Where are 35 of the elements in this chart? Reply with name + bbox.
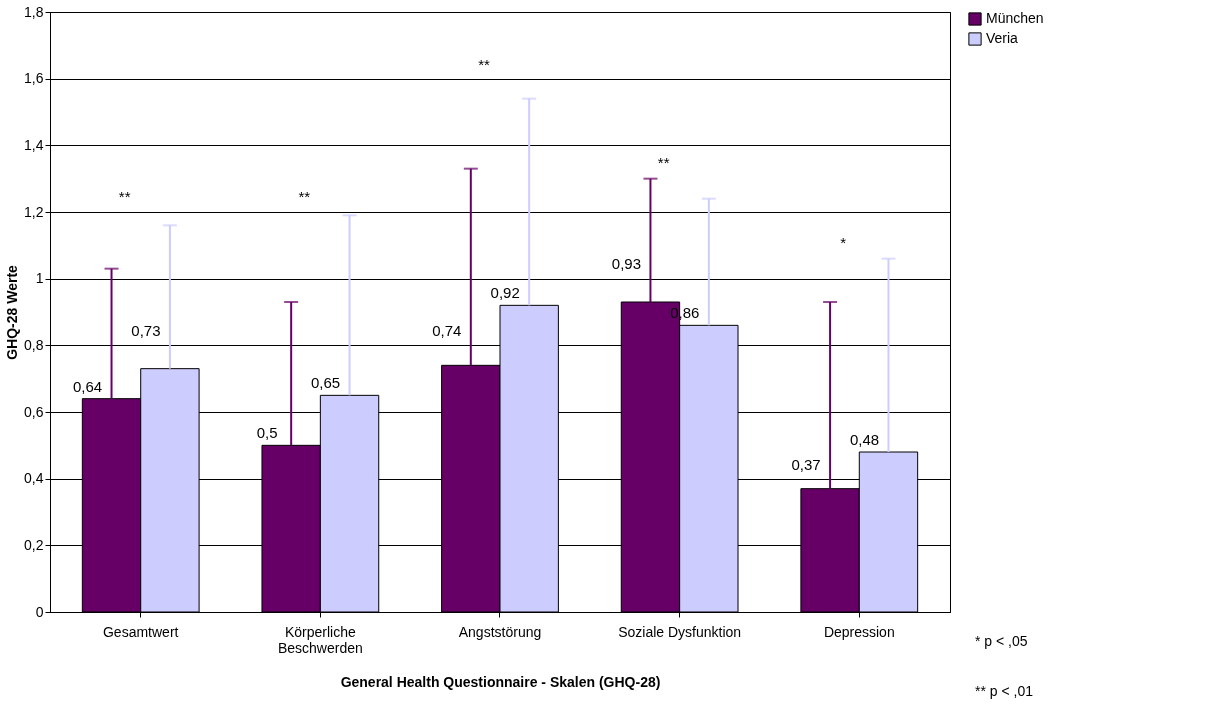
data-label: 0,48 [849,431,880,448]
y-tick-label: 1,4 [24,136,44,153]
x-tick-label: Angststörung [458,623,542,640]
annotation: ** [298,188,311,206]
data-label: 0,64 [72,377,103,395]
y-tick-label: 0,6 [24,403,44,420]
y-axis-title: GHQ-28 Werte [4,264,21,360]
data-label: 0,65 [310,374,341,392]
data-label: 0,5 [256,424,278,442]
data-label: 0,74 [432,322,462,340]
y-tick-label: 0 [35,603,44,620]
x-tick-label: Gesamtwert [102,623,179,640]
annotation: * [840,233,847,251]
annotation: ** [118,188,131,206]
data-label: 0,92 [490,284,520,302]
x-axis-title: General Health Questionnaire - Skalen (GHQ-28) [340,673,661,690]
annotation: ** [657,153,670,171]
y-tick-label: 0,8 [24,336,44,353]
data-label: 0,37 [791,455,821,473]
y-tick-label: 0,2 [24,536,44,553]
y-tick-label: 1,6 [24,70,44,87]
y-tick-label: 1 [35,270,44,287]
legend-label: Veria [986,30,1019,46]
annotation: ** [478,55,490,73]
data-label: 0,93 [611,255,642,272]
legend-label: München [986,10,1044,26]
text: ** p < ,01 [975,683,1034,699]
y-tick-label: 0,4 [24,470,44,487]
x-tick-label: Körperliche Beschwerden [277,623,363,656]
text: * p < ,05 [975,633,1028,649]
data-label: 0,73 [131,321,161,339]
x-tick-label: Depression [823,623,895,640]
y-tick-label: 1,8 [24,3,44,20]
x-tick-label: Soziale Dysfunktion [618,623,742,640]
y-tick-label: 1,2 [24,203,44,220]
